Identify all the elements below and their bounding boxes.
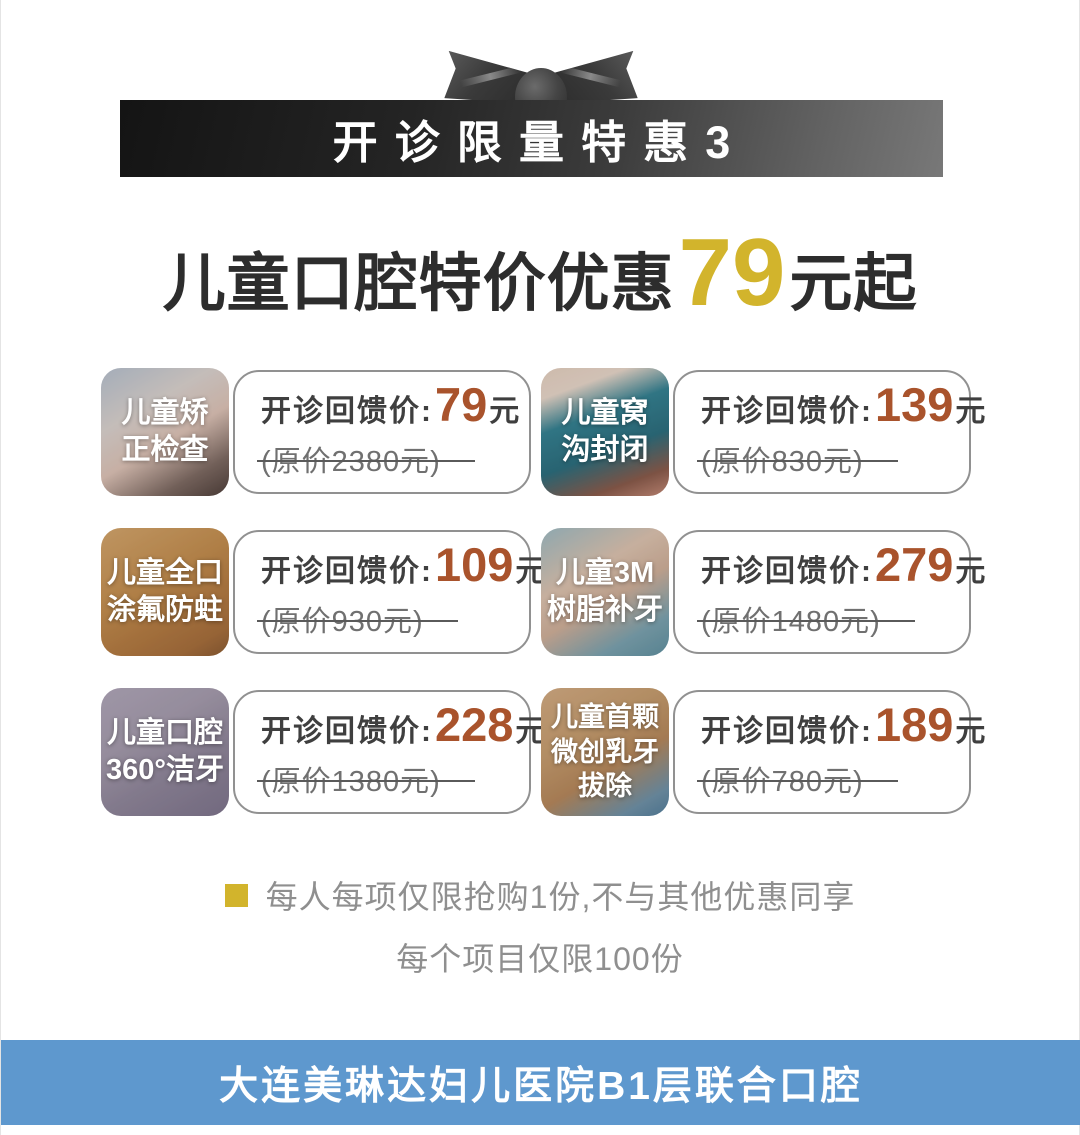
offer-photo-thumbnail: 儿童矫 正检查 <box>101 368 229 496</box>
terms-line-1: 每人每项仅限抢购1份,不与其他优惠同享 <box>1 872 1079 918</box>
banner-title: 开诊限量特惠3 <box>332 117 748 168</box>
offer-original-price: (原价930元) <box>257 598 458 640</box>
offer-photo-thumbnail: 儿童窝 沟封闭 <box>541 368 669 496</box>
offer-photo-thumbnail: 儿童首颗 微创乳牙 拔除 <box>541 688 669 816</box>
offer-price-line: 开诊回馈价: 139 元 <box>701 378 986 431</box>
offer-price-line: 开诊回馈价: 109 元 <box>261 538 546 591</box>
headline-highlight: 79 <box>678 219 786 326</box>
offer-name: 儿童矫 正检查 <box>121 396 209 466</box>
offer-price-line: 开诊回馈价: 79 元 <box>261 378 520 431</box>
offer-price-box: 开诊回馈价: 139 元 (原价830元) <box>673 370 986 494</box>
offer-photo-thumbnail: 儿童3M 树脂补牙 <box>541 528 669 656</box>
offer-original-price: (原价1480元) <box>697 598 915 640</box>
offer-price-value: 228 <box>435 698 514 751</box>
offer-card-pit-fissure-sealant: 儿童窝 沟封闭 开诊回馈价: 139 元 (原价830元) <box>541 368 986 496</box>
headline-suffix: 元起 <box>789 249 918 319</box>
offer-name: 儿童首颗 微创乳牙 拔除 <box>551 702 659 802</box>
offer-photo-thumbnail: 儿童全口 涂氟防蛀 <box>101 528 229 656</box>
offer-card-baby-tooth-extraction: 儿童首颗 微创乳牙 拔除 开诊回馈价: 189 元 (原价780元) <box>541 688 986 816</box>
offer-card-fluoride-treatment: 儿童全口 涂氟防蛀 开诊回馈价: 109 元 (原价930元) <box>101 528 546 656</box>
offer-original-price: (原价830元) <box>697 438 898 480</box>
offer-price-line: 开诊回馈价: 189 元 <box>701 698 986 751</box>
offer-card-360-teeth-cleaning: 儿童口腔 360°洁牙 开诊回馈价: 228 元 (原价1380元) <box>101 688 546 816</box>
offer-price-value: 139 <box>875 378 954 431</box>
headline: 儿童口腔特价优惠 79 元起 <box>1 218 1079 338</box>
offer-price-box: 开诊回馈价: 79 元 (原价2380元) <box>233 370 531 494</box>
offer-price-value: 79 <box>435 378 488 431</box>
offer-original-price: (原价2380元) <box>257 438 475 480</box>
offer-price-box: 开诊回馈价: 109 元 (原价930元) <box>233 530 546 654</box>
promo-banner: 开诊限量特惠3 <box>120 100 943 177</box>
yellow-square-bullet-icon <box>224 883 248 907</box>
offer-price-value: 189 <box>875 698 954 751</box>
headline-prefix: 儿童口腔特价优惠 <box>162 249 675 319</box>
offer-price-box: 开诊回馈价: 279 元 (原价1480元) <box>673 530 986 654</box>
offer-price-box: 开诊回馈价: 228 元 (原价1380元) <box>233 690 546 814</box>
offer-price-value: 279 <box>875 538 954 591</box>
offer-price-value: 109 <box>435 538 514 591</box>
offer-original-price: (原价1380元) <box>257 758 475 800</box>
offer-price-line: 开诊回馈价: 228 元 <box>261 698 546 751</box>
offer-original-price: (原价780元) <box>697 758 898 800</box>
offer-card-orthodontic-exam: 儿童矫 正检查 开诊回馈价: 79 元 (原价2380元) <box>101 368 541 496</box>
clinic-location-text: 大连美琳达妇儿医院B1层联合口腔 <box>219 1064 863 1108</box>
offer-name: 儿童3M 树脂补牙 <box>546 556 663 626</box>
offer-price-box: 开诊回馈价: 189 元 (原价780元) <box>673 690 986 814</box>
offer-name: 儿童口腔 360°洁牙 <box>106 716 224 786</box>
terms-notes: 每人每项仅限抢购1份,不与其他优惠同享 每个项目仅限100份 <box>1 872 1079 980</box>
offer-price-line: 开诊回馈价: 279 元 <box>701 538 986 591</box>
terms-line-2: 每个项目仅限100份 <box>396 941 684 977</box>
footer-bar: 大连美琳达妇儿医院B1层联合口腔 <box>1 1040 1080 1125</box>
offer-card-3m-resin-filling: 儿童3M 树脂补牙 开诊回馈价: 279 元 (原价1480元) <box>541 528 986 656</box>
offer-photo-thumbnail: 儿童口腔 360°洁牙 <box>101 688 229 816</box>
offer-name: 儿童全口 涂氟防蛀 <box>106 556 223 626</box>
offer-name: 儿童窝 沟封闭 <box>561 396 649 466</box>
